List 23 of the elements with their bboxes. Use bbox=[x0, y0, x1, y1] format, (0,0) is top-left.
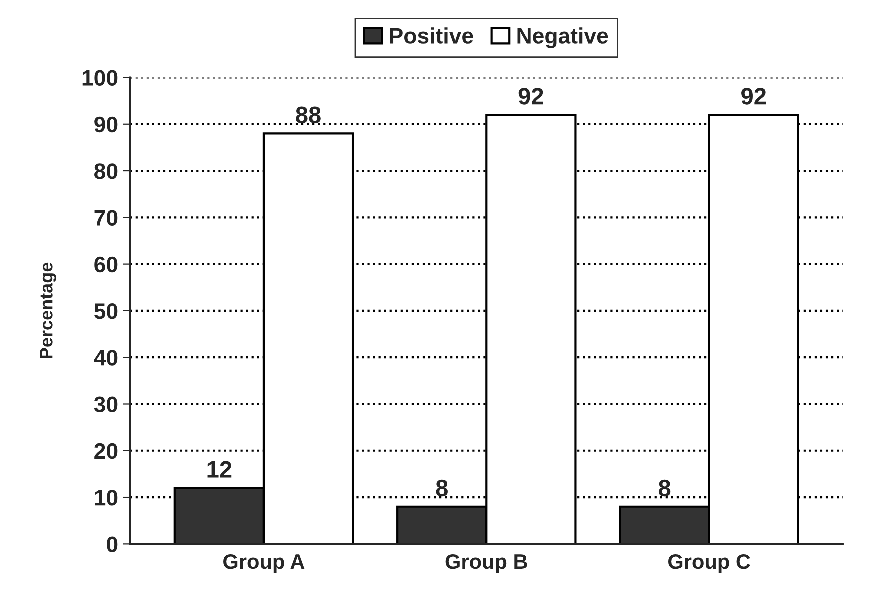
y-tick-label: 80 bbox=[94, 164, 118, 180]
y-tick-label: 70 bbox=[94, 210, 118, 226]
legend-label: Positive bbox=[390, 28, 474, 44]
data-label: 8 bbox=[436, 480, 448, 497]
x-tick-label: Group C bbox=[668, 554, 750, 574]
y-tick-label: 90 bbox=[94, 116, 118, 133]
legend-label: Negative bbox=[518, 28, 608, 48]
x-tick-label: Group B bbox=[446, 554, 528, 574]
data-label: 92 bbox=[518, 88, 544, 105]
y-tick-label: 100 bbox=[82, 70, 118, 86]
y-tick-label: 40 bbox=[94, 350, 118, 366]
y-tick-label: 60 bbox=[94, 256, 118, 273]
y-tick-label: 20 bbox=[94, 443, 118, 460]
data-label: 12 bbox=[208, 461, 232, 478]
data-label: 8 bbox=[658, 480, 671, 497]
data-label: 92 bbox=[742, 88, 766, 105]
data-label: 88 bbox=[296, 106, 321, 124]
x-tick-label: Group A bbox=[224, 554, 305, 574]
y-tick-label: 10 bbox=[95, 490, 118, 506]
y-tick-label: 30 bbox=[94, 396, 118, 413]
y-tick-label: 50 bbox=[94, 303, 118, 320]
y-tick-label: 0 bbox=[107, 536, 118, 552]
y-axis-title: Percentage bbox=[40, 262, 56, 358]
